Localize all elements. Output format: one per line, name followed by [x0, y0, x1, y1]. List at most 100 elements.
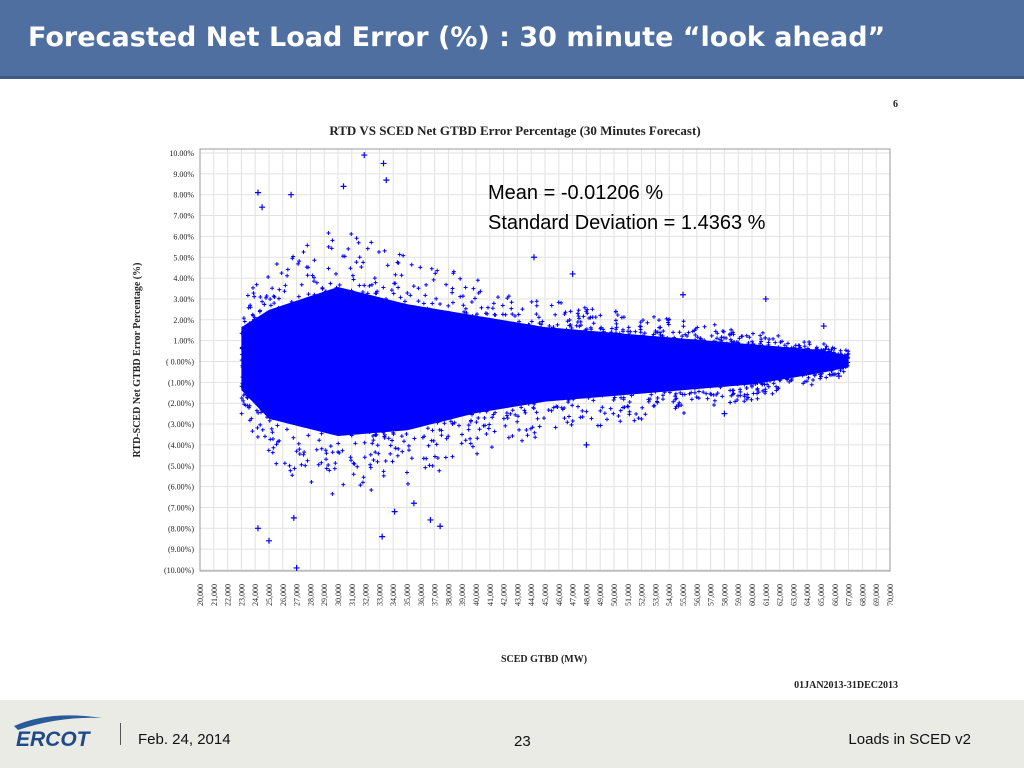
x-tick-label: 54,000	[665, 584, 674, 606]
x-tick-label: 68,000	[858, 584, 867, 606]
y-tick-label: 6.00%	[173, 232, 194, 241]
scatter-chart: 6 RTD VS SCED Net GTBD Error Percentage …	[132, 99, 898, 691]
x-tick-label: 52,000	[638, 584, 647, 606]
outlier-point	[288, 191, 295, 198]
scatter-outliers	[254, 152, 842, 571]
x-tick-label: 62,000	[776, 584, 785, 606]
scatter-points-cloud	[239, 231, 851, 496]
x-tick-label: 29,000	[320, 584, 329, 606]
y-tick-label: (6.00%)	[168, 483, 194, 492]
chart-date-range: 01JAN2013-31DEC2013	[794, 680, 898, 691]
outlier-point	[340, 183, 347, 190]
slide-title: Forecasted Net Load Error (%) : 30 minut…	[28, 22, 886, 53]
x-tick-label: 44,000	[527, 584, 536, 606]
y-tick-label: 9.00%	[173, 170, 194, 179]
x-tick-label: 69,000	[872, 584, 881, 606]
y-tick-label: (9.00%)	[168, 545, 194, 554]
outlier-point	[820, 323, 827, 330]
y-tick-label: 4.00%	[173, 274, 194, 283]
x-tick-label: 55,000	[679, 584, 688, 606]
x-tick-label: 43,000	[513, 584, 522, 606]
x-tick-label: 47,000	[569, 584, 578, 606]
slide-footer	[0, 700, 1024, 768]
x-tick-label: 20,000	[196, 584, 205, 606]
slide-header	[0, 0, 1024, 76]
outlier-point	[259, 204, 266, 211]
x-tick-label: 45,000	[541, 584, 550, 606]
outlier-point	[383, 177, 390, 184]
footer-doc-title: Loads in SCED v2	[848, 731, 971, 748]
x-tick-label: 42,000	[500, 584, 509, 606]
x-axis-ticks: 20,000 21,000 22,000 23,000 24,000 25,000 26,0…	[196, 584, 895, 606]
y-tick-label: (8.00%)	[168, 524, 194, 533]
x-tick-label: 70,000	[886, 584, 895, 606]
x-tick-label: 22,000	[224, 584, 233, 606]
footer-date: Feb. 24, 2014	[138, 731, 231, 748]
chart-corner-label: 6	[893, 99, 898, 110]
outlier-point	[391, 508, 398, 515]
x-tick-label: 40,000	[472, 584, 481, 606]
y-axis-label: RTD-SCED Net GTBD Error Percentage (%)	[132, 263, 143, 458]
y-tick-label: 10.00%	[169, 149, 194, 158]
x-tick-label: 21,000	[210, 584, 219, 606]
header-divider	[0, 76, 1024, 79]
outlier-point	[680, 291, 686, 298]
outlier-point	[427, 516, 434, 523]
y-tick-label: ( 0.00%)	[166, 358, 194, 367]
outlier-point	[835, 373, 842, 380]
x-tick-label: 67,000	[845, 584, 854, 606]
ercot-logo: ERCOT	[14, 715, 102, 751]
outlier-point	[380, 160, 387, 167]
plot-area-border	[199, 148, 891, 572]
outlier-point	[721, 410, 728, 417]
x-tick-label: 56,000	[693, 584, 702, 606]
chart-title: RTD VS SCED Net GTBD Error Percentage (3…	[329, 123, 700, 138]
y-tick-label: 7.00%	[173, 212, 194, 221]
y-tick-label: 2.00%	[173, 316, 194, 325]
x-tick-label: 48,000	[582, 584, 591, 606]
x-tick-label: 61,000	[762, 584, 771, 606]
x-axis-label: SCED GTBD (MW)	[501, 654, 587, 665]
x-tick-label: 51,000	[624, 584, 633, 606]
x-tick-label: 60,000	[748, 584, 757, 606]
outlier-point	[762, 295, 769, 302]
x-tick-label: 65,000	[817, 584, 826, 606]
y-tick-label: 5.00%	[173, 253, 194, 262]
x-tick-label: 63,000	[789, 584, 798, 606]
x-tick-label: 57,000	[707, 584, 716, 606]
x-tick-label: 27,000	[293, 584, 302, 606]
outlier-point	[254, 525, 261, 532]
x-tick-label: 33,000	[375, 584, 384, 606]
x-tick-label: 50,000	[610, 584, 619, 606]
y-axis-ticks: 10.00% 9.00% 8.00% 7.00% 6.00% 5.00% 4.00% 3.00…	[164, 149, 194, 575]
y-tick-label: (3.00%)	[168, 420, 194, 429]
outlier-point	[266, 537, 272, 544]
outlier-point	[583, 441, 590, 448]
x-tick-label: 26,000	[279, 584, 288, 606]
x-tick-label: 49,000	[596, 584, 605, 606]
x-tick-label: 38,000	[444, 584, 453, 606]
y-tick-label: (2.00%)	[168, 399, 194, 408]
outlier-point	[293, 564, 300, 571]
x-tick-label: 37,000	[431, 584, 440, 606]
x-tick-label: 66,000	[831, 584, 840, 606]
outlier-point	[254, 189, 261, 196]
x-tick-label: 34,000	[389, 584, 398, 606]
x-tick-label: 46,000	[555, 584, 564, 606]
outlier-point	[530, 254, 537, 261]
x-tick-label: 25,000	[265, 584, 274, 606]
y-tick-label: (7.00%)	[168, 503, 194, 512]
mean-annotation: Mean = -0.01206 %	[488, 182, 663, 204]
x-tick-label: 31,000	[348, 584, 357, 606]
scatter-markers	[239, 231, 851, 496]
y-tick-label: (10.00%)	[164, 566, 194, 575]
outlier-point	[290, 514, 297, 521]
x-tick-label: 32,000	[362, 584, 371, 606]
y-tick-label: 8.00%	[173, 191, 194, 200]
x-tick-label: 24,000	[251, 584, 260, 606]
x-tick-label: 30,000	[334, 584, 343, 606]
outlier-point	[361, 152, 368, 159]
x-tick-label: 36,000	[417, 584, 426, 606]
x-tick-label: 39,000	[458, 584, 467, 606]
outlier-point	[569, 270, 576, 277]
